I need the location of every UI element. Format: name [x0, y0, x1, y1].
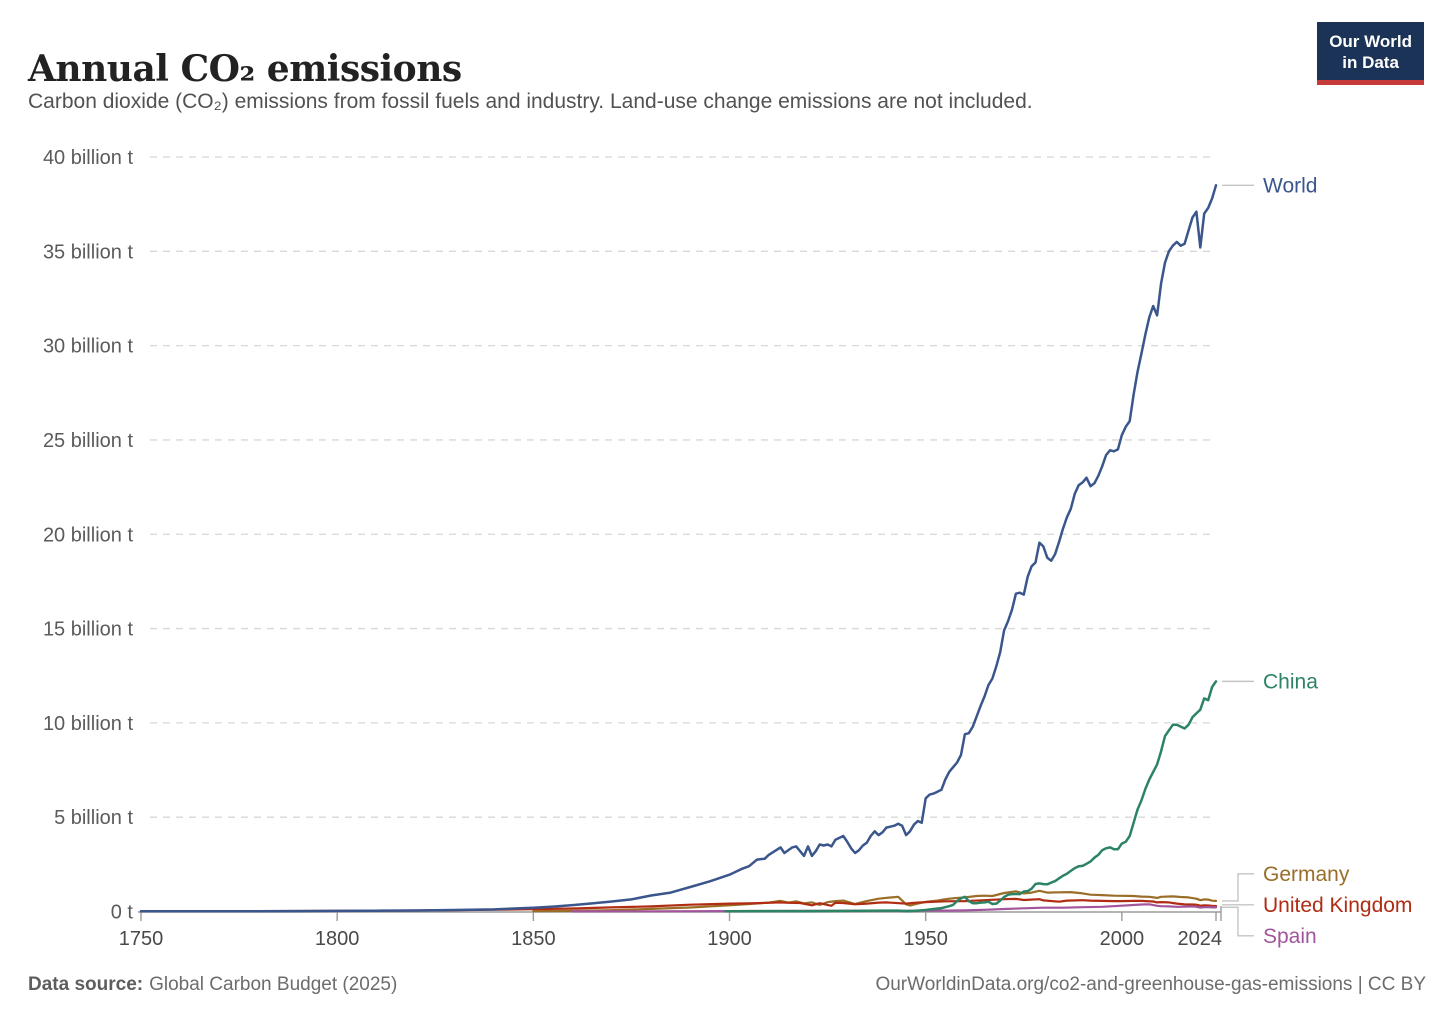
series-line-germany[interactable]	[532, 889, 1218, 913]
x-axis-tick-label: 2024	[1178, 928, 1223, 950]
y-axis-tick-label: 20 billion t	[43, 524, 134, 546]
data-source-value: Global Carbon Budget (2025)	[149, 974, 398, 995]
x-axis-tick-label: 1800	[315, 928, 360, 950]
y-axis-tick-label: 5 billion t	[54, 807, 133, 829]
series-line-china[interactable]	[724, 680, 1218, 913]
x-axis-tick-label: 1750	[119, 928, 164, 950]
series-label-china[interactable]: China	[1263, 670, 1318, 693]
series-label-germany[interactable]: Germany	[1263, 863, 1350, 886]
owid-logo[interactable]: Our World in Data	[1317, 22, 1424, 85]
series-line-world[interactable]	[139, 184, 1218, 913]
owid-logo-line1: Our World	[1329, 32, 1412, 51]
y-axis-tick-label: 10 billion t	[43, 713, 134, 735]
series-label-connector-germany	[1222, 873, 1254, 902]
y-axis-tick-label: 40 billion t	[43, 147, 134, 169]
credit-link[interactable]: OurWorldinData.org/co2-and-greenhouse-ga…	[875, 974, 1426, 995]
owid-logo-line2: in Data	[1342, 53, 1399, 72]
series-label-world[interactable]: World	[1263, 174, 1317, 197]
x-axis-tick-label: 1900	[707, 928, 752, 950]
x-axis-tick-label: 2000	[1100, 928, 1145, 950]
series-label-spain[interactable]: Spain	[1263, 925, 1317, 948]
data-source: Data source: Global Carbon Budget (2025)	[28, 974, 397, 996]
chart-footer: Data source: Global Carbon Budget (2025) …	[28, 974, 1426, 996]
y-axis-tick-label: 25 billion t	[43, 430, 134, 452]
x-axis-tick-label: 1950	[903, 928, 948, 950]
data-source-label: Data source:	[28, 974, 144, 995]
y-axis-tick-label: 15 billion t	[43, 619, 134, 641]
x-axis-tick-label: 1850	[511, 928, 556, 950]
chart-subtitle: Carbon dioxide (CO₂) emissions from foss…	[28, 90, 1033, 113]
series-label-connector-spain	[1222, 906, 1254, 937]
y-axis-tick-label: 30 billion t	[43, 336, 134, 358]
series-line-united-kingdom[interactable]	[139, 897, 1218, 913]
page-title: Annual CO₂ emissions	[28, 48, 462, 91]
y-axis-tick-label: 0 t	[111, 902, 134, 924]
series-label-united-kingdom[interactable]: United Kingdom	[1263, 894, 1412, 917]
y-axis-tick-label: 35 billion t	[43, 241, 134, 263]
